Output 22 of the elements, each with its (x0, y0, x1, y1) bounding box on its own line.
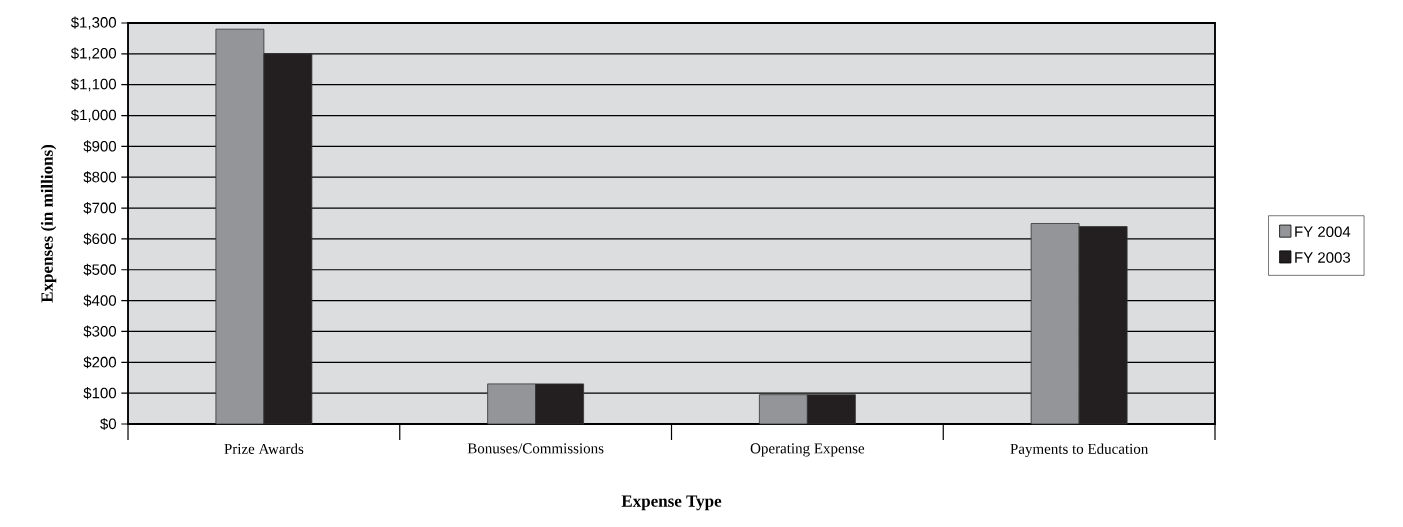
y-tick-label: $200 (83, 356, 117, 369)
y-tick-label: $400 (83, 294, 117, 307)
y-tick-label: $800 (83, 171, 117, 184)
x-tick-label: Operating Expense (750, 443, 865, 457)
y-tick-label: $1,300 (70, 16, 117, 30)
x-tick-label: Prize Awards (224, 443, 304, 454)
y-tick-label: $600 (83, 232, 117, 245)
y-tick-label: $100 (83, 387, 117, 400)
y-tick-label: $900 (83, 140, 117, 153)
y-tick-label: $300 (83, 325, 117, 338)
y-tick-label: $1,100 (70, 78, 117, 92)
legend-label: FY 2003 (1295, 252, 1351, 263)
x-tick-label: Bonuses/Commissions (467, 443, 604, 454)
y-tick-label: $500 (83, 263, 117, 276)
legend-label: FY 2004 (1295, 226, 1351, 238)
y-axis-title: Expenses (in millions) (40, 144, 57, 303)
y-tick-label: $0 (100, 417, 117, 431)
y-tick-label: $1,000 (70, 109, 117, 123)
y-tick-label: $700 (83, 201, 117, 215)
x-tick-label: Payments to Education (1010, 443, 1149, 458)
y-tick-label: $1,200 (70, 47, 117, 61)
x-axis-title: Expense Type (621, 495, 722, 511)
